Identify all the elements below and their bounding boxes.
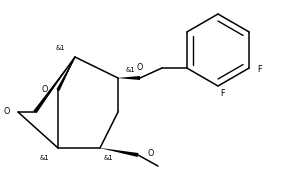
Text: F: F <box>257 66 262 74</box>
Text: &1: &1 <box>55 45 65 51</box>
Text: O: O <box>42 85 48 94</box>
Polygon shape <box>57 57 75 91</box>
Text: O: O <box>148 150 154 158</box>
Polygon shape <box>33 57 75 113</box>
Text: &1: &1 <box>39 155 49 161</box>
Text: &1: &1 <box>103 155 113 161</box>
Text: O: O <box>4 107 10 117</box>
Polygon shape <box>100 148 138 157</box>
Text: F: F <box>220 89 224 98</box>
Text: &1: &1 <box>125 67 135 73</box>
Text: O: O <box>137 64 143 72</box>
Polygon shape <box>118 76 140 80</box>
